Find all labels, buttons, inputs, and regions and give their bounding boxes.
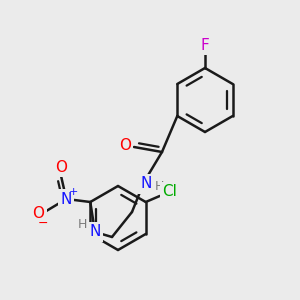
Text: N: N	[89, 224, 101, 239]
Text: Cl: Cl	[162, 184, 177, 200]
Text: F: F	[201, 38, 209, 52]
Text: H: H	[77, 218, 87, 230]
Text: H: H	[154, 179, 164, 193]
Text: N: N	[140, 176, 152, 191]
Text: +: +	[69, 187, 78, 197]
Text: O: O	[55, 160, 67, 175]
Text: −: −	[38, 217, 49, 230]
Text: O: O	[119, 139, 131, 154]
Text: N: N	[61, 191, 72, 206]
Text: O: O	[32, 206, 44, 221]
